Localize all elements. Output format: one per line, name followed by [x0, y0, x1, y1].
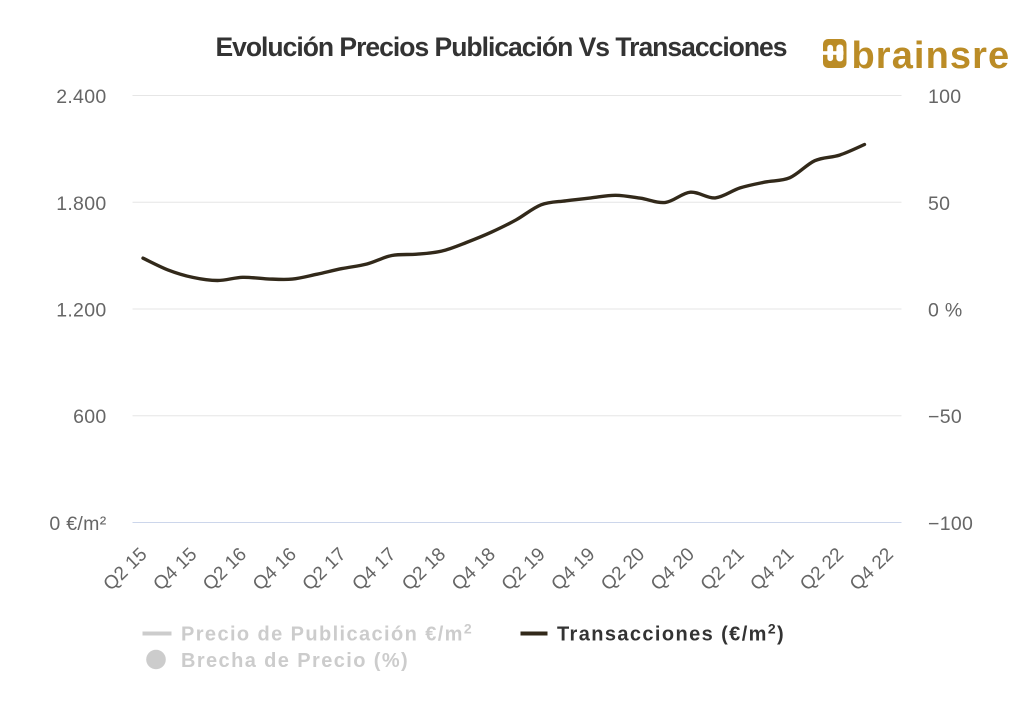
svg-text:0 €/m²: 0 €/m² — [49, 513, 106, 535]
svg-text:Transacciones (€/m2): Transacciones (€/m2) — [557, 621, 785, 646]
svg-text:Evolución Precios Publicación: Evolución Precios Publicación Vs Transac… — [215, 32, 786, 62]
svg-text:0 %: 0 % — [928, 300, 963, 322]
svg-text:Brecha de Precio (%): Brecha de Precio (%) — [181, 650, 409, 672]
svg-text:600: 600 — [73, 406, 106, 428]
svg-text:1.200: 1.200 — [56, 300, 106, 322]
svg-text:100: 100 — [928, 86, 961, 108]
svg-text:50: 50 — [928, 193, 950, 215]
svg-text:brainsre: brainsre — [852, 35, 1011, 77]
svg-text:Precio de Publicación €/m2: Precio de Publicación €/m2 — [181, 621, 473, 646]
svg-text:−100: −100 — [928, 513, 973, 535]
svg-text:2.400: 2.400 — [56, 86, 106, 108]
svg-text:−50: −50 — [928, 406, 962, 428]
svg-text:1.800: 1.800 — [56, 193, 106, 215]
